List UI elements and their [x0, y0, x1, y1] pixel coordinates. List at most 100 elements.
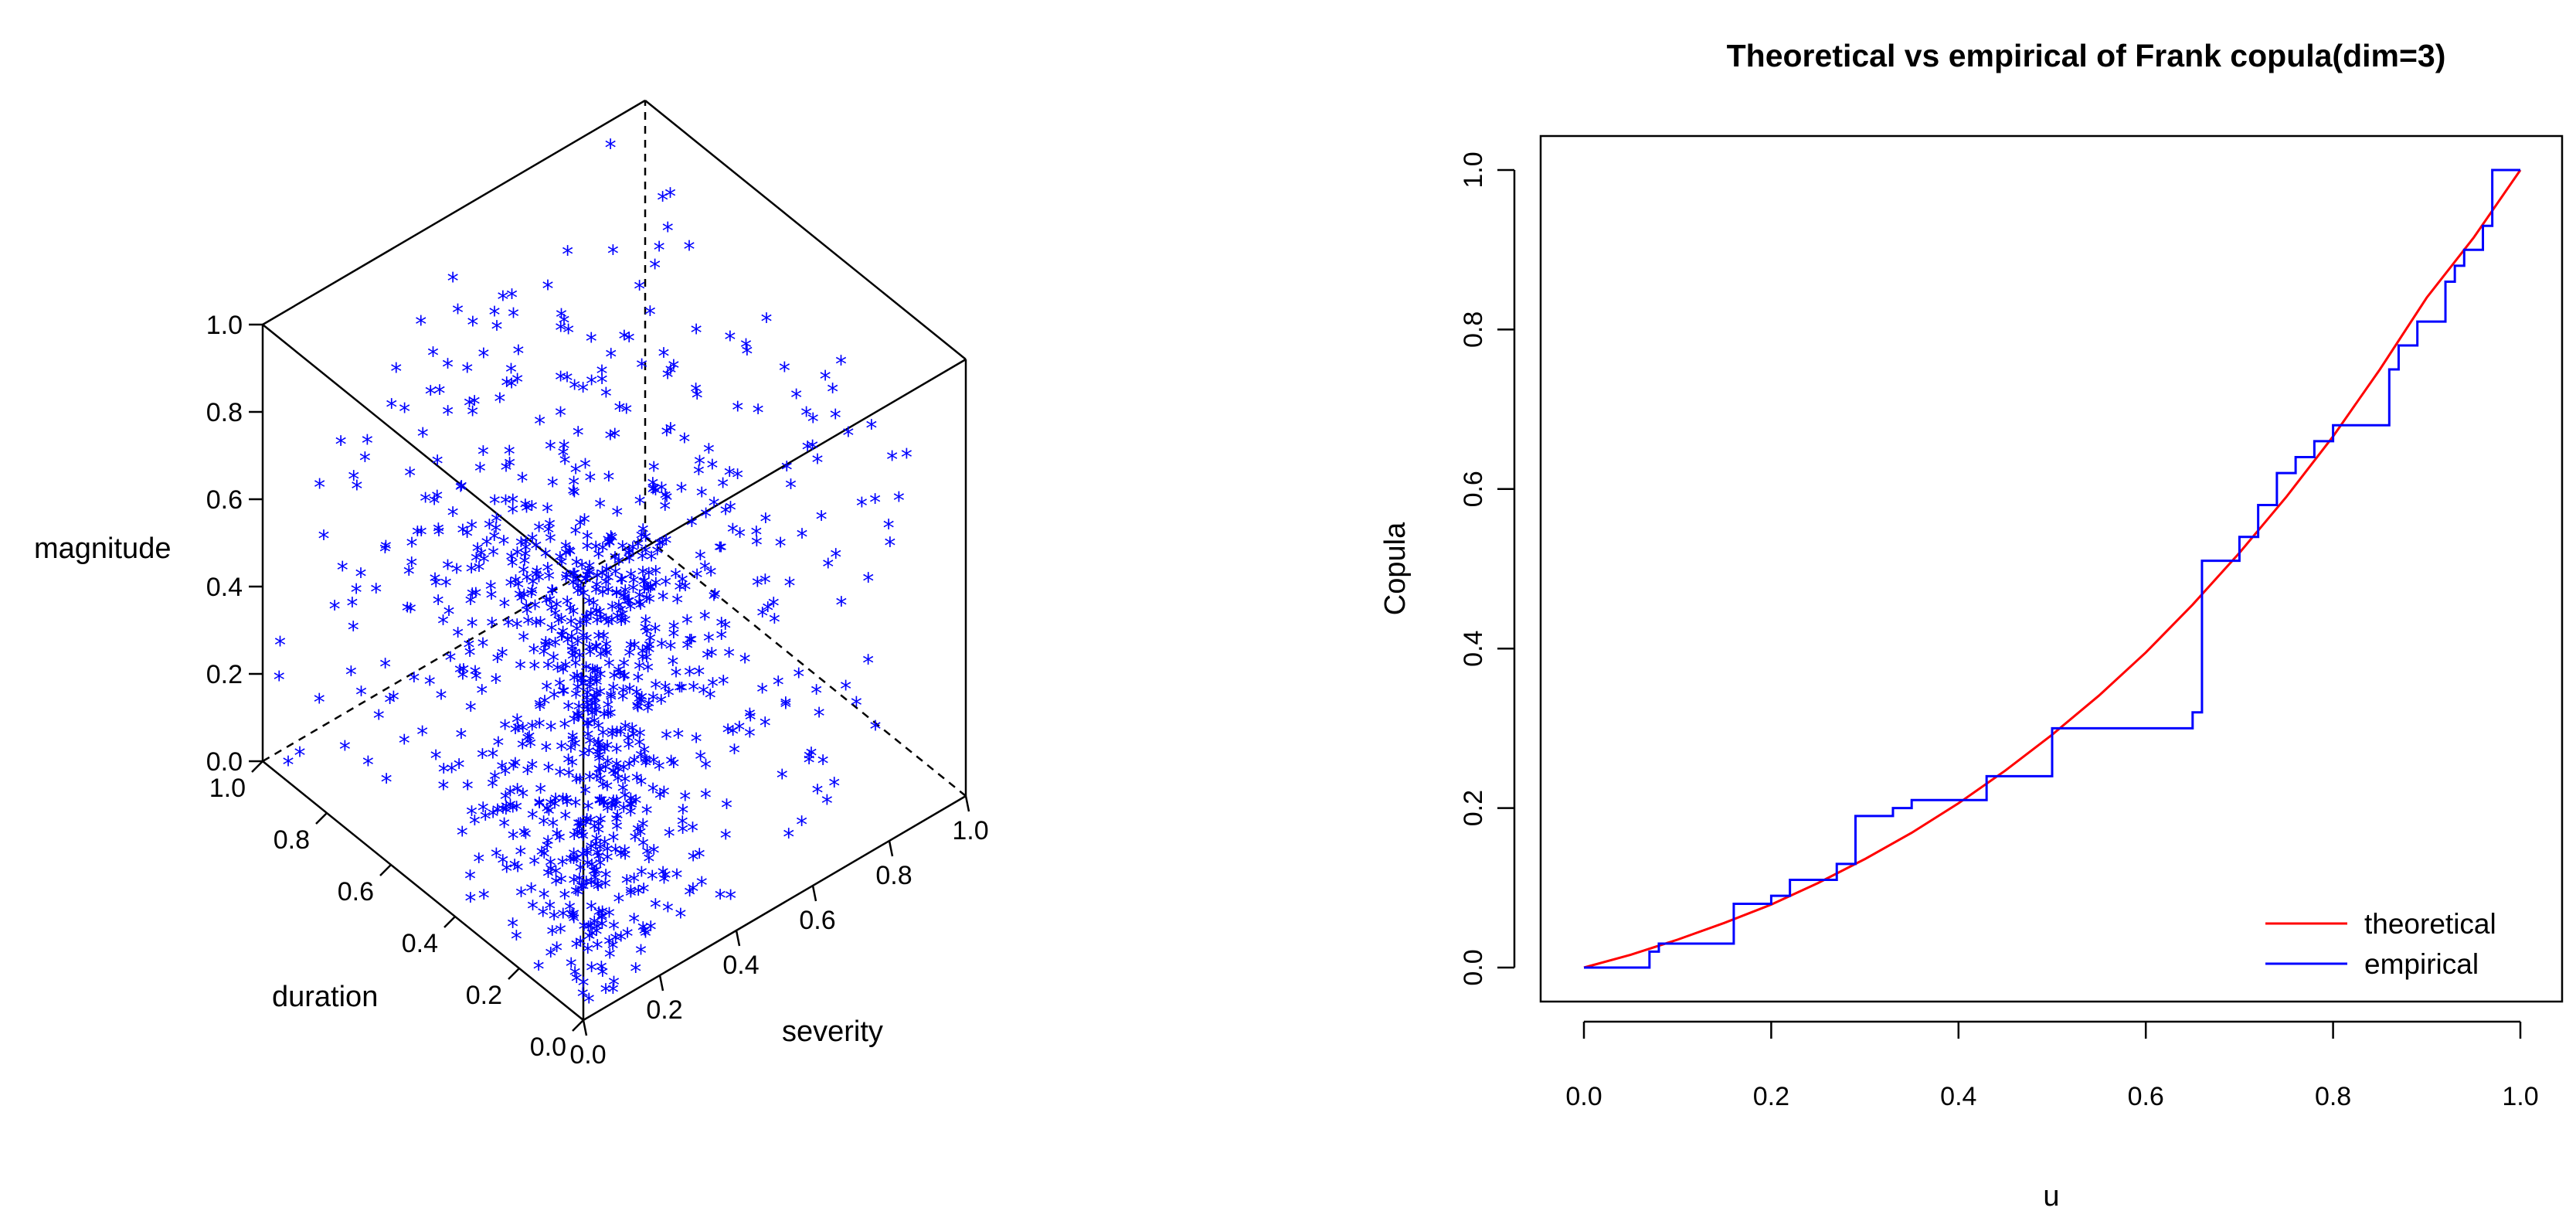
scatter-point: * — [605, 703, 617, 730]
scatter-point: * — [584, 677, 596, 704]
scatter-point: * — [870, 716, 882, 743]
scatter-point: * — [501, 373, 512, 400]
scatter-point: * — [671, 663, 682, 690]
scatter-point: * — [639, 571, 651, 598]
scatter-point: * — [591, 917, 603, 944]
scatter-point: * — [510, 570, 522, 597]
scatter-point: * — [427, 342, 439, 369]
scatter-point: * — [561, 790, 573, 817]
scatter-point: * — [618, 586, 630, 613]
scatter-point: * — [572, 678, 583, 705]
scatter-point: * — [629, 635, 641, 662]
scatter-point: * — [520, 532, 532, 560]
scatter-point: * — [442, 354, 454, 381]
scatter-point: * — [624, 754, 635, 781]
scatter-point: * — [505, 547, 517, 574]
scatter-point: * — [412, 522, 423, 549]
scatter-point: * — [583, 714, 594, 741]
scatter-point: * — [507, 913, 518, 941]
scatter-point: * — [477, 798, 489, 825]
scatter-point: * — [581, 536, 593, 563]
scatter-point: * — [573, 706, 585, 733]
scatter-point: * — [643, 563, 654, 590]
scatter-point: * — [627, 719, 638, 746]
scatter-point: * — [402, 598, 413, 625]
scatter-point: * — [507, 553, 518, 580]
scatter-point: * — [607, 678, 619, 705]
scatter-point: * — [590, 829, 602, 856]
scatter-point: * — [498, 594, 510, 621]
scatter-point: * — [816, 506, 828, 533]
scatter-point: * — [586, 704, 598, 731]
scatter-point: * — [533, 518, 545, 545]
scatter-point: * — [589, 712, 600, 739]
scatter-point: * — [490, 519, 501, 546]
scatter-point: * — [590, 670, 602, 697]
scatter-point: * — [732, 397, 743, 424]
scatter-point: * — [751, 532, 763, 559]
scatter-point: * — [613, 890, 624, 917]
scatter-point: * — [590, 835, 602, 862]
scatter-point: * — [600, 610, 612, 637]
scatter-point: * — [623, 543, 634, 570]
scatter-point: * — [509, 855, 521, 882]
scatter-point: * — [573, 697, 585, 724]
scatter-point: * — [593, 820, 604, 847]
scatter-point: * — [599, 705, 610, 732]
severity-tick-label: 1.0 — [952, 816, 988, 845]
scatter-point: * — [672, 724, 684, 751]
scatter-point: * — [488, 543, 499, 570]
scatter-point: * — [420, 488, 431, 515]
scatter-point: * — [583, 989, 595, 1016]
scatter-point: * — [802, 437, 814, 464]
scatter-point: * — [501, 797, 512, 824]
scatter-point: * — [631, 768, 643, 795]
scatter-point: * — [593, 749, 605, 776]
scatter-point: * — [618, 667, 630, 694]
scatter-point: * — [634, 733, 645, 760]
scatter-point: * — [596, 564, 608, 591]
scatter-point: * — [569, 826, 580, 853]
scatter-point: * — [620, 581, 631, 608]
scatter-point: * — [577, 674, 589, 701]
scatter-point: * — [625, 883, 637, 910]
scatter-point: * — [467, 614, 478, 641]
scatter-point: * — [585, 811, 596, 838]
scatter-point: * — [576, 669, 588, 696]
scatter-point: * — [658, 344, 669, 371]
duration-tick-mark — [379, 864, 392, 876]
scatter-point: * — [533, 957, 545, 984]
scatter-point: * — [577, 845, 589, 872]
scatter-point: * — [443, 602, 455, 629]
scatter-point: * — [562, 697, 574, 724]
scatter-point: * — [557, 682, 569, 709]
scatter-point: * — [602, 530, 613, 557]
scatter-point: * — [572, 823, 583, 850]
scatter-point: * — [620, 400, 632, 427]
scatter-point: * — [760, 713, 771, 740]
scatter-point: * — [563, 764, 575, 791]
scatter-point: * — [545, 717, 557, 744]
scatter-point: * — [348, 467, 359, 494]
scatter-point: * — [554, 547, 566, 574]
scatter-point: * — [489, 767, 501, 794]
scatter-point: * — [610, 755, 622, 782]
scatter-point: * — [571, 620, 583, 647]
scatter-point: * — [542, 559, 553, 586]
scatter-point: * — [582, 683, 593, 710]
chart-title: Theoretical vs empirical of Frank copula… — [1727, 38, 2446, 73]
scatter-point: * — [454, 660, 466, 687]
box-edge — [262, 324, 584, 584]
scatter-point: * — [488, 526, 500, 553]
scatter-point: * — [452, 300, 464, 327]
scatter-point: * — [399, 399, 410, 426]
scatter-point: * — [559, 715, 570, 742]
scatter-point: * — [698, 681, 709, 708]
scatter-point: * — [696, 873, 708, 900]
scatter-point: * — [530, 536, 542, 563]
scatter-point: * — [694, 451, 705, 478]
scatter-point: * — [634, 491, 646, 518]
scatter-point: * — [605, 344, 617, 371]
scatter-point: * — [579, 781, 591, 808]
zlabel-magnitude: magnitude — [34, 532, 171, 565]
